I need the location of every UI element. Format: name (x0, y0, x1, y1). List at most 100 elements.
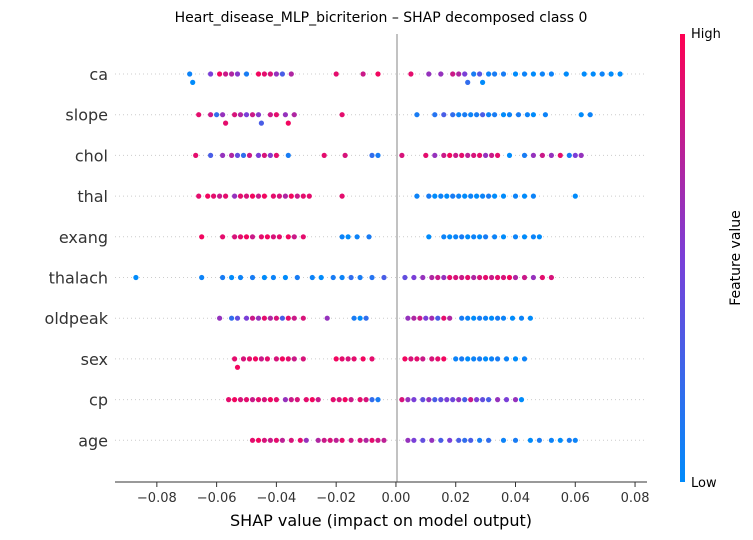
shap-point (285, 356, 291, 362)
shap-point (539, 152, 546, 158)
shap-point (411, 397, 417, 403)
shap-point (229, 315, 235, 321)
shap-point (465, 152, 471, 158)
shap-point (429, 437, 435, 443)
shap-point (453, 274, 459, 281)
shap-point (536, 437, 543, 443)
shap-point (587, 112, 593, 118)
shap-point (566, 437, 572, 443)
shap-point (133, 274, 139, 281)
shap-point (521, 234, 528, 240)
shap-point (249, 397, 256, 403)
shap-point (426, 193, 432, 199)
shap-point (462, 193, 468, 199)
shap-point (539, 274, 546, 281)
shap-point (506, 112, 513, 118)
shap-point (527, 437, 534, 443)
shap-point (441, 315, 447, 321)
shap-point (261, 397, 267, 403)
shap-point (477, 71, 483, 77)
shap-point (512, 437, 519, 443)
shap-point (321, 437, 327, 443)
shap-point (465, 274, 471, 281)
shap-point (196, 193, 202, 199)
data-points (133, 71, 623, 443)
shap-point (252, 356, 259, 362)
shap-point (566, 152, 572, 158)
shap-point (521, 71, 528, 77)
shap-point (527, 315, 534, 321)
shap-point (300, 356, 306, 362)
shap-point (471, 356, 477, 362)
shap-point (495, 397, 501, 403)
shap-point (399, 397, 405, 403)
shap-point (369, 356, 375, 362)
shap-point (495, 274, 501, 281)
shap-point (426, 234, 432, 240)
shap-point (495, 152, 501, 158)
shap-point (243, 234, 250, 240)
shap-point (243, 71, 250, 77)
shap-point (477, 315, 483, 321)
shap-point (512, 193, 519, 199)
feature-label: oldpeak (45, 309, 109, 328)
shap-point (339, 112, 345, 118)
shap-point (486, 112, 492, 118)
shap-point (492, 234, 498, 240)
shap-point (438, 193, 444, 199)
shap-point (357, 274, 363, 281)
shap-point (512, 397, 519, 403)
shap-point (342, 152, 348, 158)
shap-point (456, 437, 462, 443)
shap-point (327, 437, 333, 443)
shap-point (217, 193, 223, 199)
shap-point (608, 71, 614, 77)
shap-point (480, 79, 486, 85)
shap-point (324, 315, 330, 321)
shap-point (366, 234, 372, 240)
shap-point (414, 356, 420, 362)
shap-point (255, 193, 262, 199)
shap-point (483, 274, 489, 281)
shap-point (232, 193, 238, 199)
shap-point (363, 397, 369, 403)
shap-point (339, 274, 345, 281)
shap-point (255, 152, 262, 158)
shap-point (273, 152, 279, 158)
shap-point (512, 234, 519, 240)
shap-point (500, 437, 507, 443)
shap-point (483, 234, 489, 240)
x-tick-label: −0.08 (137, 491, 177, 506)
shap-point (285, 315, 291, 321)
shap-point (232, 234, 238, 240)
shap-point (486, 193, 492, 199)
shap-point (432, 112, 438, 118)
shap-point (530, 234, 537, 240)
shap-point (276, 193, 282, 199)
shap-point (291, 234, 297, 240)
shap-point (465, 234, 471, 240)
shap-point (572, 152, 578, 158)
shap-point (500, 71, 507, 77)
shap-point (270, 274, 276, 281)
shap-point (450, 112, 456, 118)
shap-point (462, 112, 468, 118)
shap-point (255, 315, 262, 321)
shap-point (459, 315, 465, 321)
shap-point (240, 356, 247, 362)
shap-point (345, 356, 351, 362)
shap-point (315, 437, 321, 443)
shap-point (249, 234, 256, 240)
shap-point (294, 193, 300, 199)
shap-point (294, 397, 300, 403)
shap-point (477, 356, 483, 362)
shap-point (477, 152, 483, 158)
feature-label: sex (81, 350, 108, 369)
shap-point (429, 315, 435, 321)
shap-point (441, 152, 447, 158)
shap-point (495, 356, 501, 362)
shap-point (354, 234, 360, 240)
shap-point (243, 112, 250, 118)
shap-point (521, 274, 528, 281)
